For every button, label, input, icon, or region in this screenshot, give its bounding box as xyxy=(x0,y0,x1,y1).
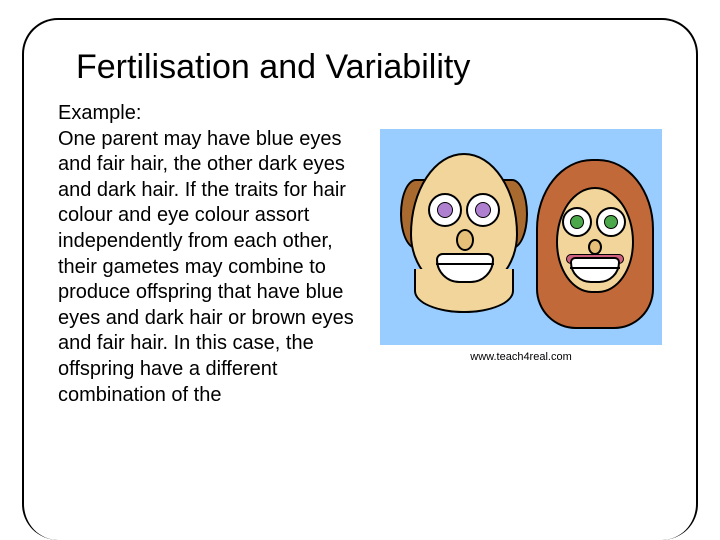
body-text: Example: One parent may have blue eyes a… xyxy=(58,101,362,408)
man-iris-icon xyxy=(437,202,453,218)
woman-iris-icon xyxy=(604,215,618,229)
slide-title: Fertilisation and Variability xyxy=(76,48,662,87)
image-caption: www.teach4real.com xyxy=(470,351,572,363)
example-label: Example: xyxy=(58,101,362,127)
body-paragraph: One parent may have blue eyes and fair h… xyxy=(58,127,362,409)
woman-iris-icon xyxy=(570,215,584,229)
woman-nose-icon xyxy=(588,239,602,255)
content-row: Example: One parent may have blue eyes a… xyxy=(58,101,662,408)
man-teeth-icon xyxy=(436,263,494,265)
image-column: www.teach4real.com xyxy=(380,129,662,408)
man-iris-icon xyxy=(475,202,491,218)
woman-teeth-icon xyxy=(570,267,620,269)
slide-frame: Fertilisation and Variability Example: O… xyxy=(22,18,698,540)
man-nose-icon xyxy=(456,229,474,251)
cartoon-illustration xyxy=(380,129,662,345)
